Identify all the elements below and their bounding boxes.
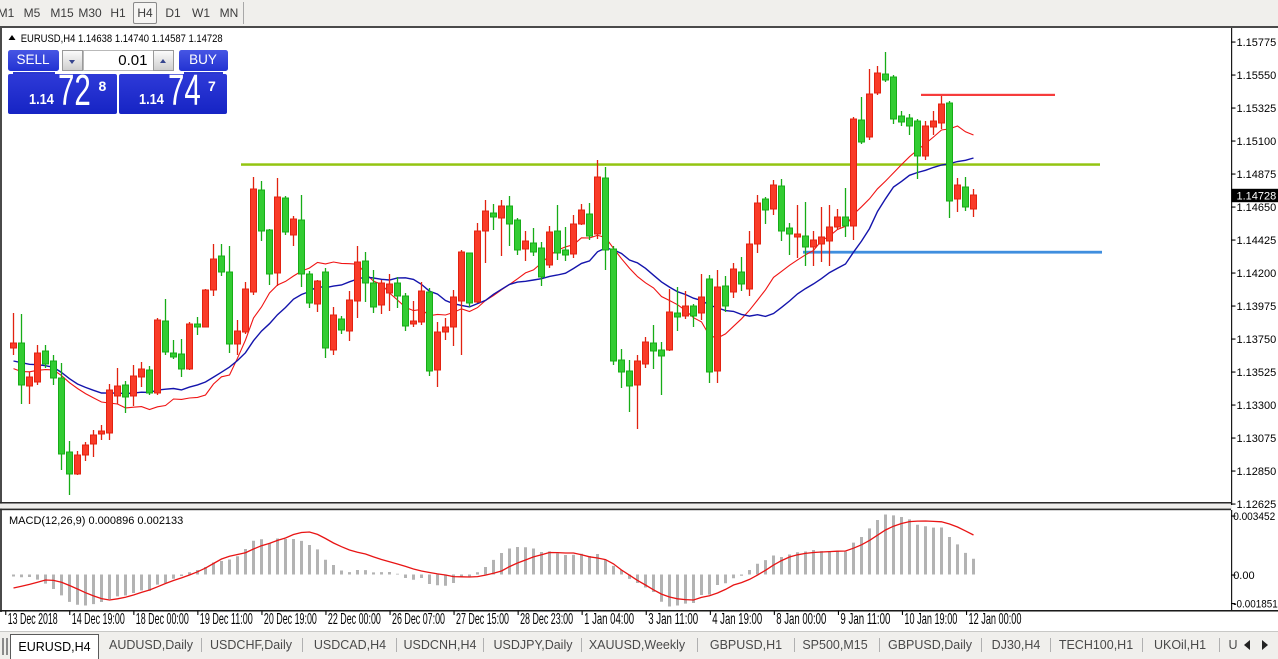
svg-text:-0.001851: -0.001851 <box>1233 599 1278 611</box>
svg-text:18 Dec 00:00: 18 Dec 00:00 <box>136 611 189 628</box>
svg-text:0.00: 0.00 <box>1233 570 1254 582</box>
svg-text:10 Jan 19:00: 10 Jan 19:00 <box>904 611 957 628</box>
svg-text:22 Dec 00:00: 22 Dec 00:00 <box>328 611 381 628</box>
svg-text:1 Jan 04:00: 1 Jan 04:00 <box>584 611 634 628</box>
svg-text:0.003452: 0.003452 <box>1233 511 1275 523</box>
svg-text:1.15550: 1.15550 <box>1237 70 1277 82</box>
svg-text:1.13525: 1.13525 <box>1237 367 1277 379</box>
svg-text:27 Dec 15:00: 27 Dec 15:00 <box>456 611 509 628</box>
svg-text:1.14650: 1.14650 <box>1237 202 1277 214</box>
svg-text:1.13750: 1.13750 <box>1237 334 1277 346</box>
svg-text:1.14875: 1.14875 <box>1237 169 1277 181</box>
svg-text:8 Jan 00:00: 8 Jan 00:00 <box>776 611 826 628</box>
svg-text:1.15775: 1.15775 <box>1237 37 1277 49</box>
svg-text:1.15325: 1.15325 <box>1237 103 1277 115</box>
svg-text:1.14425: 1.14425 <box>1237 235 1277 247</box>
svg-text:19 Dec 11:00: 19 Dec 11:00 <box>200 611 253 628</box>
svg-text:4 Jan 19:00: 4 Jan 19:00 <box>712 611 762 628</box>
svg-text:1.15100: 1.15100 <box>1237 136 1277 148</box>
svg-text:28 Dec 23:00: 28 Dec 23:00 <box>520 611 573 628</box>
svg-text:9 Jan 11:00: 9 Jan 11:00 <box>840 611 890 628</box>
svg-text:1.12850: 1.12850 <box>1237 466 1277 478</box>
svg-text:1.14200: 1.14200 <box>1237 268 1277 280</box>
svg-text:1.13975: 1.13975 <box>1237 301 1277 313</box>
svg-text:EURUSD,H4 1.14638 1.14740 1.1: EURUSD,H4 1.14638 1.14740 1.14587 1.1472… <box>21 33 223 45</box>
svg-text:MACD(12,26,9) 0.000896 0.00213: MACD(12,26,9) 0.000896 0.002133 <box>9 515 183 527</box>
svg-text:20 Dec 19:00: 20 Dec 19:00 <box>264 611 317 628</box>
svg-text:13 Dec 2018: 13 Dec 2018 <box>8 611 58 628</box>
svg-text:14 Dec 19:00: 14 Dec 19:00 <box>72 611 125 628</box>
svg-text:1.13300: 1.13300 <box>1237 400 1277 412</box>
svg-text:26 Dec 07:00: 26 Dec 07:00 <box>392 611 445 628</box>
svg-text:12 Jan 00:00: 12 Jan 00:00 <box>969 611 1022 628</box>
svg-text:1.12625: 1.12625 <box>1237 499 1277 511</box>
svg-text:1.13075: 1.13075 <box>1237 433 1277 445</box>
svg-text:3 Jan 11:00: 3 Jan 11:00 <box>648 611 698 628</box>
svg-text:1.14728: 1.14728 <box>1237 190 1277 202</box>
